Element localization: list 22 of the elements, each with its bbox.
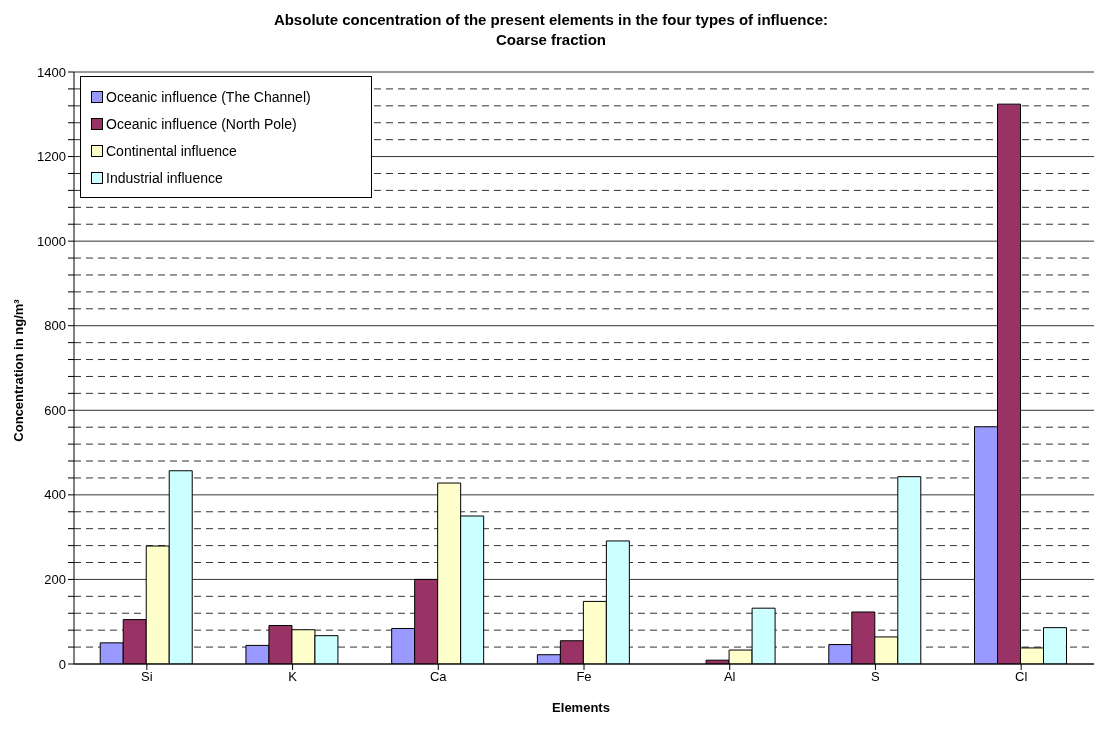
y-axis-title: Concentration in ng/m³ [10,298,26,442]
y-tick-label: 1200 [37,149,66,165]
x-tick-label: Fe [576,669,592,685]
legend-label: Oceanic influence (North Pole) [106,115,297,132]
x-tick-label: Ca [429,669,448,685]
x-tick-label: Al [723,669,736,685]
y-tick-label: 600 [44,402,66,418]
legend-label: Oceanic influence (The Channel) [106,88,311,105]
x-axis-title: Elements [551,700,611,715]
y-tick-label: 1400 [37,64,66,80]
y-tick-label: 0 [58,656,66,672]
x-tick-label: Cl [1015,669,1028,685]
legend-label: Continental influence [106,142,237,159]
legend-label: Industrial influence [106,169,223,186]
y-tick-label: 200 [44,572,66,588]
y-tick-label: 1000 [37,233,66,249]
x-tick-label: Si [141,669,153,685]
y-tick-label: 400 [44,487,66,503]
y-tick-label: 800 [44,318,66,334]
x-tick-label: K [288,669,298,685]
chart-title: Absolute concentration of the present elements in the four types of influence: Coarse fraction [272,10,830,50]
x-tick-label: S [871,669,881,685]
